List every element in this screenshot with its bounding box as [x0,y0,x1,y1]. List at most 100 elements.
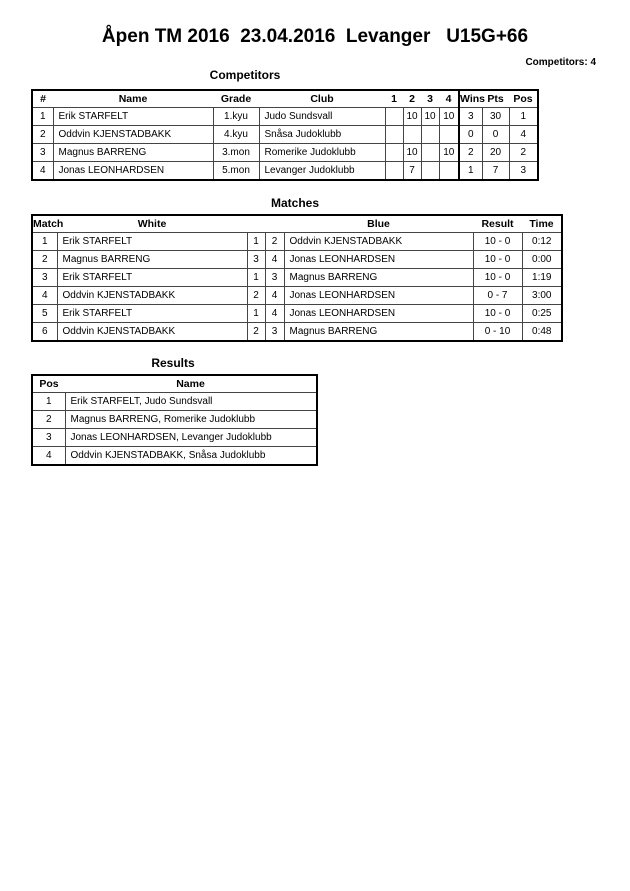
column-header: Result [481,218,514,230]
competitors-title: Competitors [209,68,281,82]
table-cell: 0:48 [521,322,563,342]
table-cell: 5.mon [212,161,260,181]
column-header: Pts [487,93,504,105]
matches-table: Match White Blue Result Time 1 Erik STARFELT 1 2… [31,214,563,342]
table-cell: 2 [31,410,66,429]
table-row: 6 Oddvin KJENSTADBAKK 2 3 Magnus BARRENG 0 - … [31,322,563,342]
table-cell: 20 [481,143,510,162]
table-cell [384,161,404,181]
table-cell: 2 [246,322,266,342]
column-header: Blue [367,218,390,230]
table-cell: 2 [31,125,54,144]
table-cell: Jonas LEONHARDSEN [52,161,214,181]
column-header: Pos [513,93,533,105]
table-cell: 3 [264,268,285,287]
table-cell: 1 [31,107,54,126]
table-cell: 0 - 7 [472,286,523,305]
table-cell: 2 [458,143,483,162]
table-cell: Erik STARFELT [56,268,248,287]
table-cell: Oddvin KJENSTADBAKK [283,232,474,251]
table-cell: 10 - 0 [472,232,523,251]
table-cell: 3 [458,107,483,126]
table-cell: 2 [246,286,266,305]
column-header: # [40,93,46,105]
table-cell: Erik STARFELT [52,107,214,126]
column-header: 2 [409,93,415,105]
column-header: 1 [391,93,397,105]
column-header [265,215,284,233]
column-header: Club [310,93,334,105]
competitors-count: Competitors: 4 [525,57,596,68]
results-table: Pos Name 1 Erik STARFELT, Judo Sundsvall 2 Ma… [31,374,318,466]
table-cell: 10 [402,143,422,162]
table-cell [384,125,404,144]
table-row: 3 Jonas LEONHARDSEN, Levanger Judoklubb [31,428,318,447]
table-cell: Erik STARFELT [56,304,248,323]
table-cell: Erik STARFELT, Judo Sundsvall [64,392,318,411]
table-cell: Snåsa Judoklubb [258,125,386,144]
table-cell: Magnus BARRENG, Romerike Judoklubb [64,410,318,429]
table-cell [384,143,404,162]
table-cell [420,143,440,162]
column-header: Wins [458,90,485,108]
table-cell: 0:12 [521,232,563,251]
table-cell: 10 [420,107,440,126]
table-row: 1 Erik STARFELT, Judo Sundsvall [31,392,318,411]
column-header: Name [118,93,148,105]
table-cell: 4.kyu [212,125,260,144]
table-cell: 4 [264,286,285,305]
column-header: White [137,218,167,230]
column-header: 3 [427,93,433,105]
table-cell: 1 [508,107,539,126]
table-row: 1 Erik STARFELT 1.kyu Judo Sundsvall 10 10 10 3… [31,107,539,126]
table-cell: 7 [481,161,510,181]
table-cell: 0 [481,125,510,144]
table-cell: Jonas LEONHARDSEN [283,304,474,323]
table-row: 2 Oddvin KJENSTADBAKK 4.kyu Snåsa Judoklubb… [31,125,539,144]
table-cell: 0:00 [521,250,563,269]
table-row: 4 Jonas LEONHARDSEN 5.mon Levanger Judoklub… [31,161,539,181]
table-cell: Erik STARFELT [56,232,248,251]
table-cell: 10 [402,107,422,126]
table-cell: Magnus BARRENG [283,322,474,342]
table-cell: 2 [264,232,285,251]
table-cell: 3.mon [212,143,260,162]
table-cell: 3 [264,322,285,342]
table-cell [438,125,460,144]
table-cell: Judo Sundsvall [258,107,386,126]
table-cell: 0:25 [521,304,563,323]
page-title: Åpen TM 2016 23.04.2016 Levanger U15G+66 [101,26,529,47]
table-cell: Romerike Judoklubb [258,143,386,162]
table-cell: 2 [31,250,58,269]
table-row: 3 Magnus BARRENG 3.mon Romerike Judoklubb 10… [31,143,539,162]
column-header: Grade [220,93,252,105]
table-cell: Jonas LEONHARDSEN [283,250,474,269]
table-cell: 4 [264,250,285,269]
table-cell: 7 [402,161,422,181]
table-cell: Oddvin KJENSTADBAKK [56,286,248,305]
table-cell: 4 [264,304,285,323]
table-cell: 1:19 [521,268,563,287]
column-header: Match [33,218,64,230]
table-cell [384,107,404,126]
table-cell: 2 [508,143,539,162]
table-cell: 3 [31,428,66,447]
table-cell: 10 - 0 [472,250,523,269]
results-title: Results [151,356,195,370]
table-cell: 10 - 0 [472,268,523,287]
table-cell [420,125,440,144]
table-cell: Magnus BARRENG [56,250,248,269]
table-cell: 1 [458,161,483,181]
table-cell: 3 [246,250,266,269]
column-header: Pos [39,378,59,390]
column-header: Time [529,218,554,230]
table-cell: Levanger Judoklubb [258,161,386,181]
table-row: 2 Magnus BARRENG, Romerike Judoklubb [31,410,318,429]
table-row: 2 Magnus BARRENG 3 4 Jonas LEONHARDSEN 10 - 0… [31,250,563,269]
table-cell: 6 [31,322,58,342]
column-header: Name [176,378,205,390]
table-cell: 1 [246,268,266,287]
matches-title: Matches [270,196,320,210]
table-cell: 1 [31,232,58,251]
